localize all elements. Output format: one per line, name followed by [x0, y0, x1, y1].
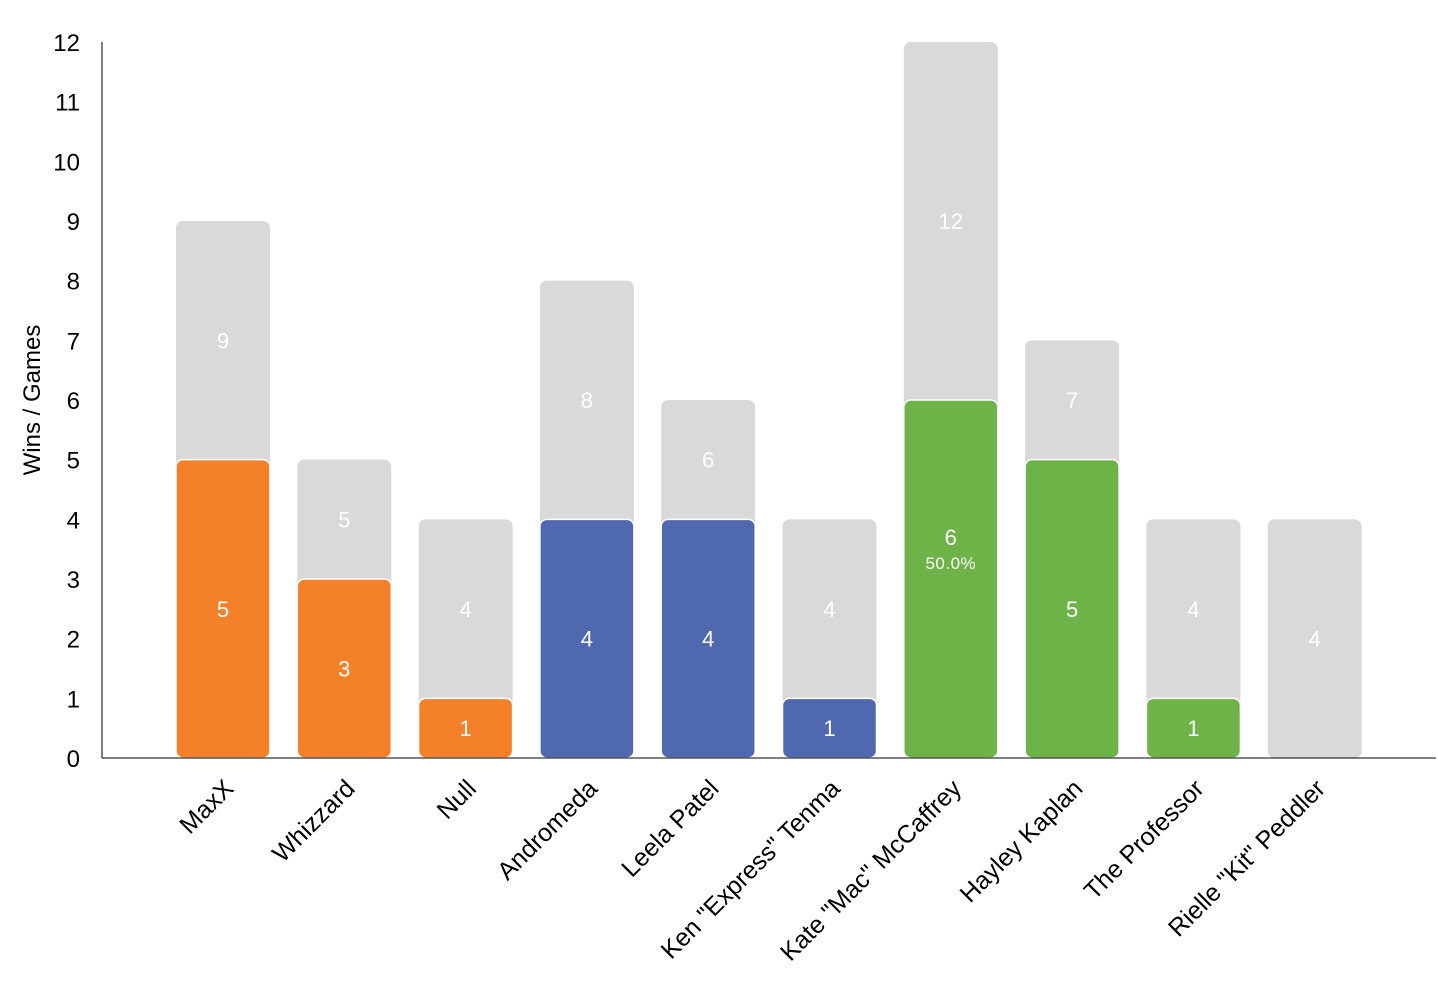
games-value-label: 12 — [939, 209, 963, 234]
games-value-label: 8 — [581, 388, 593, 413]
x-tick-label-andromeda: Andromeda — [492, 774, 603, 885]
y-tick-label: 2 — [67, 627, 80, 654]
wins-value-label: 5 — [1066, 597, 1078, 622]
games-value-label: 5 — [338, 507, 350, 532]
games-bar-rielle-kit-peddler — [1267, 519, 1362, 758]
games-value-label: 4 — [1309, 627, 1321, 652]
wins-value-label: 5 — [217, 597, 229, 622]
y-tick-label: 9 — [67, 209, 80, 236]
bars-group — [175, 42, 1362, 759]
games-value-label: 7 — [1066, 388, 1078, 413]
y-tick-label: 12 — [53, 30, 80, 57]
wins-value-label: 3 — [338, 657, 350, 682]
x-tick-label-the-professor: The Professor — [1079, 774, 1210, 905]
wins-bar-kate-mac-mccaffrey — [903, 399, 999, 759]
y-tick-label: 7 — [67, 328, 80, 355]
win-rate-annotation: 50.0% — [925, 554, 976, 573]
wins-value-label: 4 — [702, 627, 714, 652]
y-tick-label: 10 — [53, 149, 80, 176]
wins-value-label: 4 — [581, 627, 593, 652]
x-tick-label-maxx: MaxX — [174, 774, 239, 839]
y-tick-label: 11 — [55, 90, 80, 117]
x-tick-label-whizzard: Whizzard — [267, 774, 360, 867]
wins-value-label: 1 — [823, 716, 835, 741]
y-tick-label: 8 — [67, 269, 80, 296]
games-value-label: 6 — [702, 448, 714, 473]
y-tick-label: 1 — [67, 686, 80, 713]
y-tick-label: 6 — [67, 388, 80, 415]
x-tick-label-leela-patel: Leela Patel — [616, 774, 724, 882]
y-tick-label: 4 — [67, 507, 80, 534]
wins-value-label: 6 — [945, 525, 957, 550]
games-value-label: 4 — [1187, 597, 1199, 622]
x-tick-labels-group: MaxX Whizzard Null Andromeda Leela PatelKen … — [174, 774, 1331, 967]
wins-value-label: 1 — [459, 716, 471, 741]
y-tick-label: 0 — [67, 746, 80, 773]
y-axis-title: Wins / Games — [19, 325, 46, 476]
y-tick-label: 3 — [67, 567, 80, 594]
games-value-label: 9 — [217, 328, 229, 353]
y-tick-label: 5 — [67, 448, 80, 475]
games-value-label: 4 — [459, 597, 471, 622]
games-value-label: 4 — [823, 597, 835, 622]
x-tick-label-hayley-kaplan: Hayley Kaplan — [955, 774, 1089, 908]
x-tick-label-null: Null — [432, 774, 482, 824]
bar-labels-group: 9 5 5 3 4 1 8 4 6 4 4 1 12 6 50.0% 7 5 4 1 4 — [217, 209, 1321, 741]
wins-value-label: 1 — [1187, 716, 1199, 741]
